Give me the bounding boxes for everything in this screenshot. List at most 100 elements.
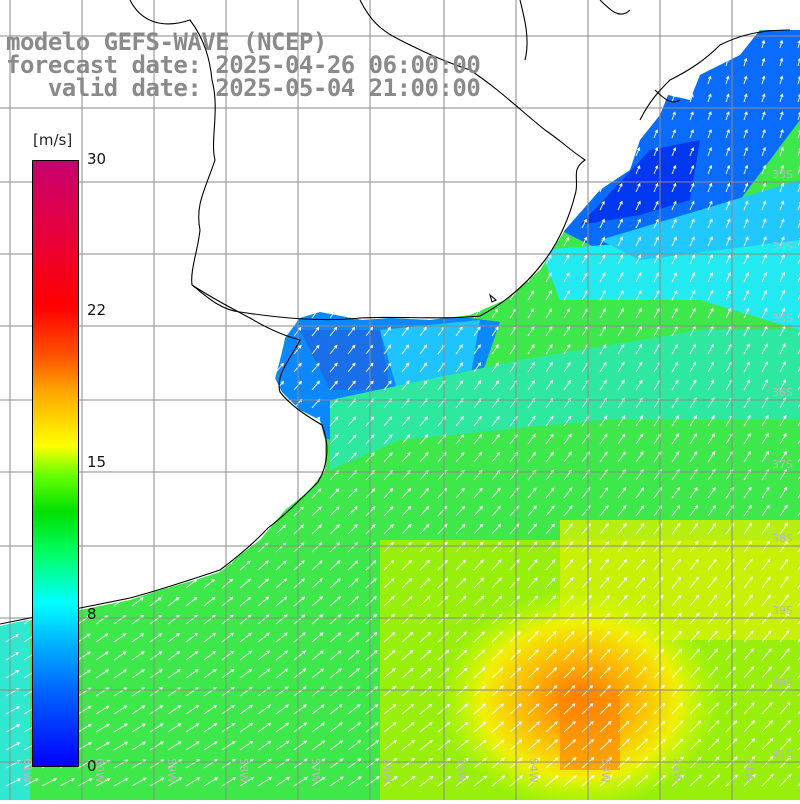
wind-arrow [491, 183, 497, 193]
wind-arrow [419, 667, 432, 679]
wind-arrow [707, 720, 720, 733]
wind-arrow [707, 576, 717, 589]
wind-arrow [761, 75, 766, 85]
wind-arrow [473, 595, 485, 607]
wind-arrow [563, 775, 577, 787]
wind-arrow [383, 129, 389, 139]
wind-arrow [329, 165, 336, 175]
wind-arrow [419, 272, 427, 283]
wind-arrow [131, 471, 143, 481]
wind-arrow [221, 542, 233, 553]
wind-arrow [509, 595, 521, 607]
wind-arrow [311, 255, 319, 265]
wind-arrow [455, 218, 462, 229]
wind-arrow [545, 200, 551, 211]
wind-arrow [563, 613, 575, 625]
wind-arrow [5, 238, 14, 247]
wind-arrow [257, 470, 268, 481]
wind-arrow [527, 595, 539, 607]
wind-arrow [131, 489, 143, 499]
wind-arrow [743, 30, 748, 31]
wind-arrow [779, 75, 784, 85]
wind-arrow [131, 381, 141, 391]
wind-arrow [473, 272, 480, 283]
wind-arrow [797, 558, 800, 571]
wind-arrow [707, 433, 715, 445]
wind-arrow [185, 741, 200, 751]
wind-arrow [689, 236, 695, 247]
wind-arrow [113, 471, 125, 481]
wind-arrow [113, 255, 122, 265]
wind-arrow [617, 218, 623, 229]
wind-arrow [545, 613, 557, 625]
wind-arrow [167, 112, 174, 121]
wind-arrow [491, 93, 497, 103]
wind-arrow [491, 344, 499, 355]
wind-arrow [527, 379, 536, 391]
wind-arrow [149, 633, 163, 643]
wind-arrow [347, 542, 359, 553]
wind-arrow [275, 470, 286, 481]
wind-arrow [617, 576, 628, 589]
wind-arrow [653, 720, 666, 733]
wind-arrow [635, 254, 642, 265]
wind-arrow [365, 704, 379, 715]
wind-arrow [239, 560, 251, 571]
wind-arrow [257, 668, 271, 679]
wind-arrow [167, 327, 176, 337]
wind-arrow [473, 40, 478, 49]
wind-arrow [401, 362, 410, 373]
wind-arrow [329, 344, 338, 355]
wind-arrow [221, 578, 234, 589]
lon-label: 60W [93, 758, 106, 783]
wind-arrow [365, 272, 373, 283]
wind-arrow [149, 183, 156, 193]
wind-arrow [473, 415, 482, 427]
wind-arrow [455, 523, 466, 535]
wind-arrow [383, 776, 398, 787]
wind-arrow [635, 522, 645, 535]
wind-arrow [653, 290, 660, 301]
wind-arrow [599, 577, 610, 589]
wind-arrow [599, 57, 604, 67]
wind-arrow [491, 165, 497, 175]
wind-arrow [95, 219, 103, 229]
wind-arrow [383, 559, 395, 571]
wind-arrow [329, 30, 334, 31]
wind-arrow [707, 146, 712, 157]
wind-arrow [563, 111, 569, 121]
wind-arrow [383, 686, 397, 697]
wind-arrow [473, 487, 483, 499]
wind-arrow [311, 273, 319, 283]
wind-arrow [383, 704, 397, 715]
wind-arrow [689, 612, 700, 625]
wind-arrow [257, 165, 264, 175]
wind-arrow [581, 75, 586, 85]
wind-arrow [311, 147, 317, 157]
wind-arrow [95, 471, 107, 481]
wind-arrow [185, 777, 201, 787]
lat-label: 37S [772, 458, 793, 471]
wind-arrow [239, 470, 250, 481]
wind-arrow [671, 415, 679, 427]
wind-arrow [797, 289, 800, 301]
wind-arrow [113, 219, 121, 229]
wind-arrow [599, 40, 604, 49]
wind-arrow [113, 777, 129, 787]
wind-arrow [347, 290, 355, 301]
wind-arrow [77, 561, 90, 571]
wind-arrow [95, 255, 104, 265]
wind-arrow [149, 489, 161, 499]
wind-arrow [761, 236, 767, 247]
wind-arrow [545, 559, 556, 571]
wind-arrow [617, 738, 630, 751]
wind-arrow [455, 415, 464, 427]
wind-arrow [761, 200, 767, 211]
wind-arrow [653, 576, 664, 589]
wind-arrow [131, 597, 144, 607]
wind-arrow [473, 236, 480, 247]
wind-arrow [329, 129, 335, 139]
wind-arrow [383, 613, 396, 625]
wind-arrow [221, 273, 229, 283]
wind-arrow [617, 254, 624, 265]
